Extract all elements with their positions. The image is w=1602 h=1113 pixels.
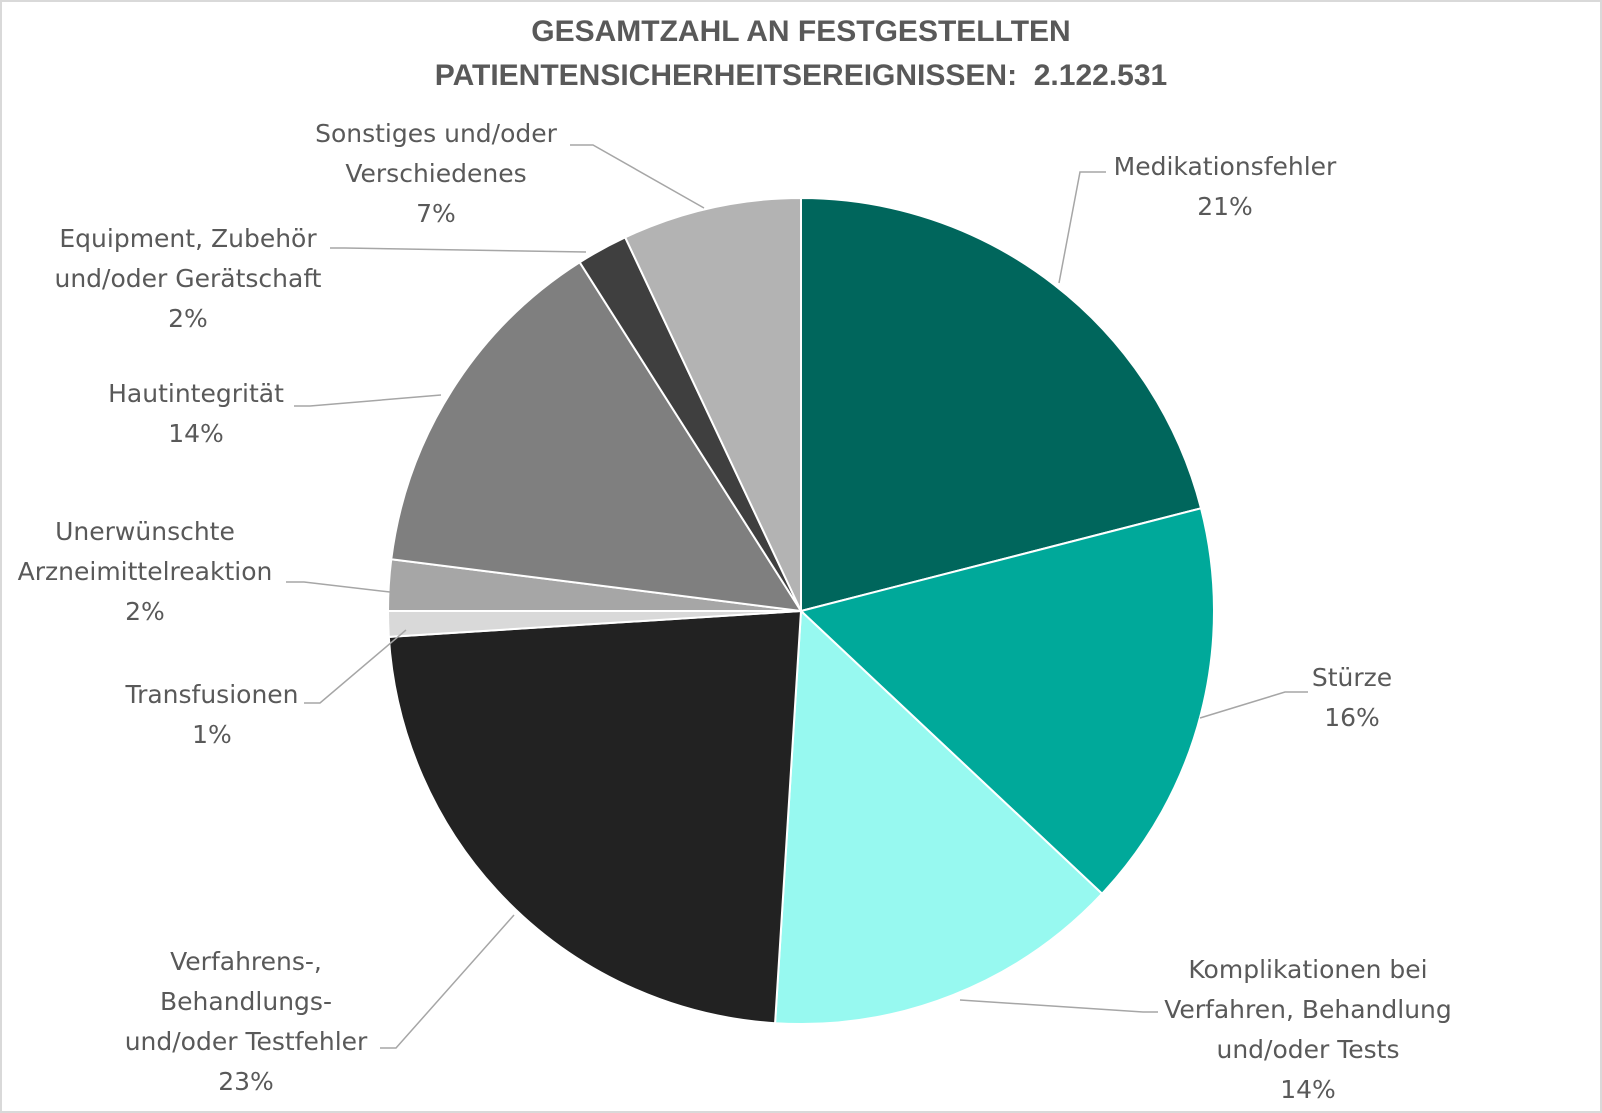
slice-percentage: 1% <box>192 720 232 749</box>
slice-category-text: Verfahren, Behandlung <box>1164 995 1452 1024</box>
slice-category-text: und/oder Tests <box>1216 1035 1399 1064</box>
slice-category-text: Sonstiges und/oder <box>315 119 558 148</box>
pie-slice-4 <box>387 609 803 1025</box>
leader-line-3 <box>959 999 1158 1013</box>
slice-category-text: und/oder Gerätschaft <box>54 264 321 293</box>
pie-slice-1 <box>800 196 1203 613</box>
pie-slice-2 <box>798 507 1215 896</box>
slice-percentage: 16% <box>1324 703 1380 732</box>
slice-percentage: 2% <box>125 597 165 626</box>
slice-label-5: Transfusionen 1% <box>124 680 298 749</box>
slice-category-text: Transfusionen <box>124 680 298 709</box>
slice-category-text: Arzneimittelreaktion <box>18 557 273 586</box>
slice-percentage: 14% <box>1280 1075 1336 1104</box>
chart-title: GESAMTZAHL AN FESTGESTELLTEN PATIENTENSI… <box>0 10 1602 98</box>
slice-label-8: Equipment, Zubehör und/oder Gerätschaft 2% <box>54 224 321 333</box>
leader-line-9 <box>570 144 705 209</box>
slice-label-4: Verfahrens-, Behandlungs-und/oder Testfeh… <box>125 947 368 1096</box>
pie-slice-9 <box>623 196 802 612</box>
slice-category-text: Komplikationen bei <box>1188 955 1427 984</box>
chart-title-line-1: GESAMTZAHL AN FESTGESTELLTEN <box>531 15 1071 48</box>
slice-label-1: Medikationsfehler 21% <box>1114 152 1337 221</box>
slice-category-text: und/oder Testfehler <box>125 1027 368 1056</box>
pie-slice-3 <box>774 608 1104 1025</box>
leader-line-5 <box>304 629 407 704</box>
slice-category-text: Unerwünschte <box>55 517 235 546</box>
chart-title-line-2: PATIENTENSICHERHEITSEREIGNISSEN: 2.122.5… <box>434 59 1168 92</box>
slice-percentage: 14% <box>168 419 224 448</box>
slice-percentage: 23% <box>218 1067 274 1096</box>
leader-line-4 <box>380 914 515 1049</box>
slice-label-6: Unerwünschte Arzneimittelreaktion 2% <box>18 517 273 626</box>
slice-percentage: 21% <box>1197 192 1253 221</box>
slice-label-9: Sonstiges und/oder Verschiedenes 7% <box>315 119 558 228</box>
slice-category-text: Verfahrens-, <box>170 947 322 976</box>
leader-line-7 <box>294 394 442 407</box>
slice-label-2: Stürze 16% <box>1312 663 1392 732</box>
slice-category-text: Hautintegrität <box>108 379 284 408</box>
slice-category-text: Verschiedenes <box>345 159 526 188</box>
leader-line-1 <box>1058 171 1106 284</box>
leader-line-2 <box>1199 691 1308 719</box>
slice-category-text: Medikationsfehler <box>1114 152 1337 181</box>
slice-category-text: Behandlungs- <box>160 987 332 1016</box>
slice-category-text: Equipment, Zubehör <box>59 224 317 253</box>
slice-percentage: 2% <box>168 304 208 333</box>
leader-line-8 <box>330 247 587 253</box>
slice-label-7: Hautintegrität 14% <box>108 379 284 448</box>
leader-line-6 <box>286 581 391 593</box>
slice-label-3: Komplikationen bei Verfahren, Behandlung u… <box>1164 955 1452 1104</box>
slice-percentage: 7% <box>416 199 456 228</box>
slice-category-text: Stürze <box>1312 663 1392 692</box>
pie-slice-7 <box>390 260 803 613</box>
